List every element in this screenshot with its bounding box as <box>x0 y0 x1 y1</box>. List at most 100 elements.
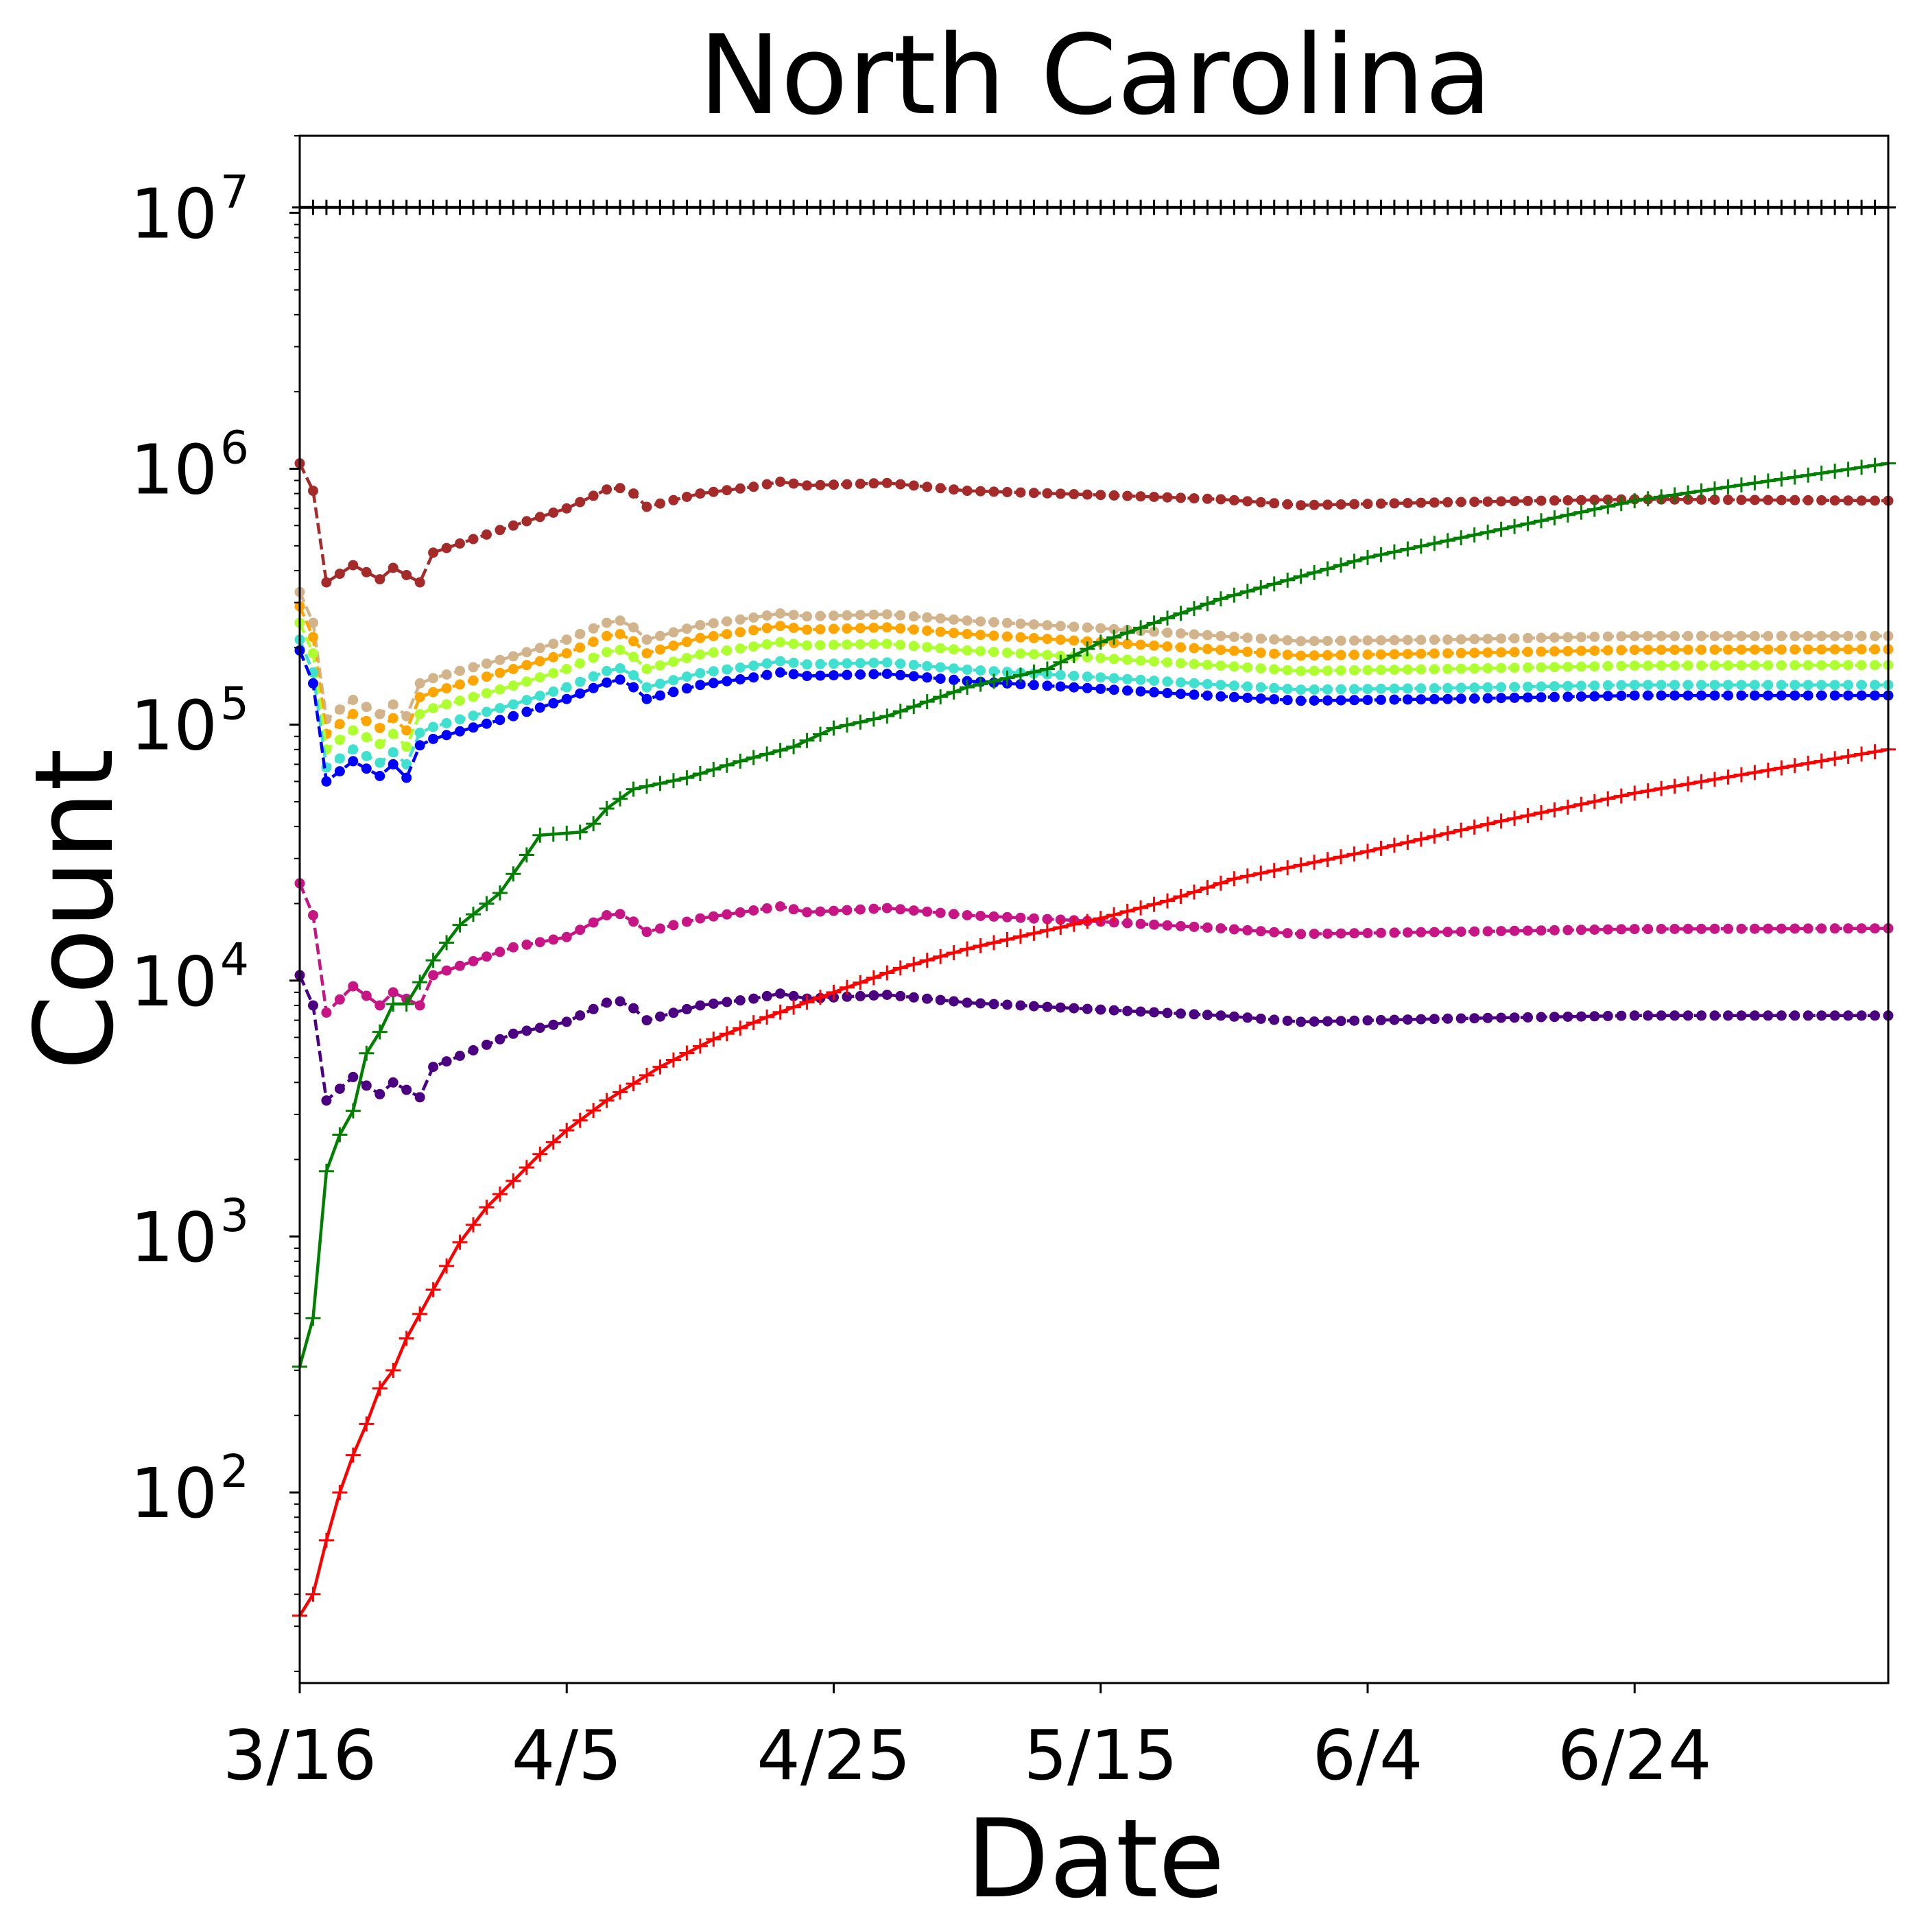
data-point <box>1442 682 1453 693</box>
data-point <box>761 658 772 669</box>
data-point <box>1239 200 1255 215</box>
data-point <box>559 200 575 215</box>
data-point <box>428 687 439 697</box>
data-point <box>334 753 345 764</box>
data-point <box>1173 889 1189 905</box>
data-point <box>1455 647 1466 658</box>
data-point <box>853 200 868 215</box>
data-point <box>735 674 746 684</box>
data-point <box>879 965 895 981</box>
data-point <box>548 668 559 679</box>
data-point <box>655 630 665 641</box>
data-point <box>1416 648 1427 659</box>
data-point <box>1733 477 1749 493</box>
data-point <box>1402 694 1413 705</box>
data-point <box>1560 507 1575 523</box>
x-tick-label: 6/24 <box>1558 1715 1712 1796</box>
data-point <box>1322 1016 1333 1027</box>
data-point <box>548 1019 559 1030</box>
data-point <box>1095 672 1106 683</box>
data-point <box>1509 647 1520 658</box>
data-point <box>1346 200 1362 215</box>
data-point <box>1589 925 1600 935</box>
data-point <box>1720 770 1736 785</box>
data-point <box>1536 1012 1547 1023</box>
data-point <box>1843 495 1854 506</box>
data-point <box>452 200 468 215</box>
data-point <box>1322 928 1333 939</box>
data-point <box>988 999 999 1010</box>
data-point <box>1375 665 1386 676</box>
data-point <box>372 1024 388 1040</box>
data-point <box>361 1080 372 1091</box>
data-point <box>1562 1011 1573 1022</box>
data-point <box>401 711 412 721</box>
data-point <box>1453 822 1469 838</box>
data-point <box>1280 200 1296 215</box>
data-point <box>1816 630 1827 641</box>
data-point <box>935 907 946 918</box>
data-point <box>1335 649 1346 660</box>
data-point <box>1375 649 1386 660</box>
y-tick-exponent: 3 <box>220 1189 249 1242</box>
data-point <box>1400 541 1416 557</box>
data-point <box>1854 460 1870 475</box>
y-axis-label: Count <box>12 748 138 1070</box>
data-point <box>1375 927 1386 938</box>
data-point <box>1028 619 1039 630</box>
data-point <box>1053 200 1069 215</box>
data-point <box>1269 1014 1280 1025</box>
data-point <box>468 722 479 733</box>
data-point <box>612 200 628 215</box>
data-point <box>1469 497 1480 508</box>
data-point <box>1039 661 1055 677</box>
data-point <box>1162 1007 1173 1018</box>
data-point <box>1867 457 1883 473</box>
data-point <box>735 643 746 654</box>
data-point <box>441 965 452 976</box>
data-point <box>1296 666 1307 676</box>
data-point <box>1843 1010 1854 1021</box>
data-point <box>1122 685 1133 696</box>
y-tick-exponent: 2 <box>220 1445 249 1498</box>
data-point <box>1616 631 1627 642</box>
data-point <box>975 998 986 1009</box>
data-point <box>881 990 892 1000</box>
data-point <box>1789 690 1800 701</box>
data-point <box>1253 580 1269 595</box>
data-point <box>428 970 439 981</box>
data-point <box>495 525 505 536</box>
data-point <box>492 1186 508 1202</box>
data-point <box>1789 680 1800 691</box>
data-point <box>332 1127 348 1143</box>
data-point <box>1255 1013 1266 1024</box>
data-point <box>655 644 665 655</box>
data-point <box>1189 493 1200 504</box>
data-point <box>628 670 639 681</box>
data-point <box>668 920 679 931</box>
data-point <box>374 757 385 768</box>
data-point <box>388 747 399 758</box>
data-point <box>829 658 839 669</box>
data-point <box>374 771 385 781</box>
data-point <box>949 614 960 625</box>
data-point <box>962 997 973 1008</box>
data-point <box>1760 473 1776 489</box>
data-point <box>1293 200 1309 215</box>
data-point <box>586 200 602 215</box>
data-point <box>1706 772 1722 787</box>
data-point <box>1682 690 1693 701</box>
data-point <box>761 623 772 634</box>
data-point <box>866 711 881 727</box>
data-point <box>1816 690 1827 701</box>
data-point <box>973 200 988 215</box>
data-point <box>399 1331 414 1346</box>
data-point <box>748 660 759 671</box>
data-point <box>414 678 425 689</box>
data-point <box>1749 644 1760 655</box>
data-point <box>1239 584 1255 599</box>
data-point <box>641 664 652 674</box>
data-point <box>1736 644 1747 655</box>
data-point <box>1026 925 1042 941</box>
data-point <box>1042 649 1053 660</box>
